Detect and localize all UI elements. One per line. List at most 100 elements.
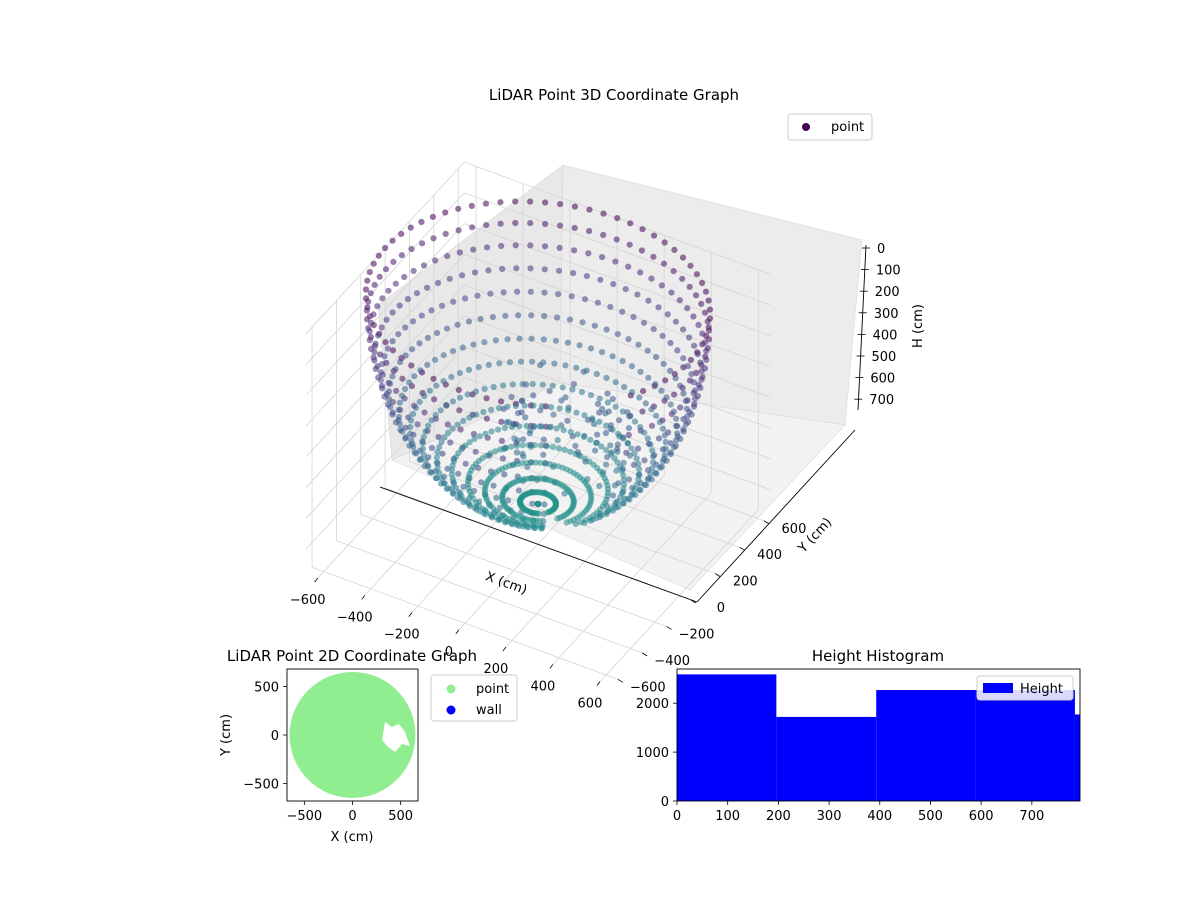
point-3d: [412, 404, 419, 411]
x-axis-line: [379, 486, 698, 603]
point-3d: [416, 340, 423, 347]
point-gap: [382, 722, 410, 752]
point-3d: [537, 442, 545, 449]
point-3d: [519, 381, 526, 388]
point-3d: [392, 280, 399, 287]
point-3d: [565, 407, 572, 414]
point-3d: [648, 422, 656, 429]
point-3d: [492, 448, 499, 455]
point-3d: [620, 481, 628, 488]
point-3d: [410, 443, 417, 450]
point-3d: [367, 290, 374, 297]
point-3d: [614, 448, 621, 455]
point-3d: [450, 298, 457, 305]
point-3d: [520, 453, 527, 460]
point-3d: [694, 351, 701, 358]
point-3d: [599, 405, 606, 412]
point-3d: [402, 385, 409, 393]
point-3d: [389, 338, 396, 345]
point-3d: [440, 352, 447, 359]
point-3d: [530, 475, 537, 482]
histogram-bar: [776, 716, 877, 801]
point-3d: [698, 376, 705, 383]
point-3d: [691, 342, 698, 349]
point-3d: [664, 311, 671, 318]
point-3d: [642, 400, 649, 407]
point-3d: [692, 292, 700, 299]
point-3d: [460, 417, 467, 424]
grid-y-floor: [360, 514, 667, 627]
plot-frame-hist: [676, 668, 1081, 802]
x-tick-label: 600: [578, 697, 603, 712]
point-3d: [549, 444, 557, 451]
point-3d: [599, 254, 606, 261]
point-3d: [660, 260, 668, 267]
point-3d: [662, 445, 669, 452]
point-3d: [527, 242, 534, 249]
point-3d: [389, 411, 396, 418]
point-3d: [635, 341, 642, 348]
point-3d: [408, 437, 415, 444]
point-3d: [420, 262, 428, 269]
point-3d: [645, 374, 652, 381]
point-3d: [523, 459, 530, 466]
point-3d: [408, 245, 415, 253]
point-3d: [686, 283, 693, 290]
point-3d: [650, 253, 657, 260]
point-3d: [446, 275, 453, 282]
point-3d: [445, 485, 452, 492]
point-3d: [698, 368, 705, 375]
point-3d: [439, 450, 446, 457]
z-tick-label: 0: [877, 242, 885, 257]
point-3d: [586, 228, 593, 235]
point-3d: [637, 487, 644, 494]
point-3d: [529, 500, 536, 507]
point-3d: [364, 277, 371, 284]
point-3d: [639, 408, 646, 415]
x-tick-mark: [455, 629, 460, 635]
point-3d: [698, 300, 705, 307]
x-tick-label-hist: 100: [715, 809, 740, 824]
point-3d: [594, 431, 601, 438]
point-3d: [537, 459, 544, 466]
point-3d: [457, 426, 464, 433]
point-3d: [655, 304, 662, 311]
point-3d: [458, 493, 465, 500]
scatter-2d-axes: LiDAR Point 2D Coordinate Graph −500 0 500…: [219, 647, 518, 845]
point-3d: [518, 460, 526, 467]
point-disk: [289, 672, 416, 798]
point-3d: [512, 219, 519, 227]
point-3d: [428, 417, 435, 424]
point-3d: [619, 408, 626, 415]
point-3d: [635, 460, 642, 467]
grid-z-left: [305, 223, 465, 396]
point-cloud-2d: [289, 672, 416, 798]
point-3d: [372, 340, 379, 347]
point-3d: [512, 242, 519, 249]
x-tick-mark: [549, 664, 554, 669]
point-3d: [684, 305, 691, 312]
y-tick-mark: [617, 678, 624, 683]
point-3d: [594, 400, 602, 408]
point-3d: [425, 422, 432, 429]
point-3d: [621, 383, 628, 391]
legend-3d-box: [787, 113, 873, 141]
point-3d: [541, 313, 548, 320]
x-tick-mark: [502, 646, 507, 652]
point-3d: [516, 423, 523, 430]
point-3d: [430, 375, 437, 382]
point-3d: [485, 267, 492, 274]
point-3d: [396, 421, 403, 428]
point-3d: [574, 431, 581, 438]
point-3d: [703, 356, 710, 363]
point-3d: [687, 262, 694, 269]
point-3d: [448, 471, 456, 478]
point-3d: [459, 272, 466, 279]
point-3d: [661, 452, 669, 459]
point-3d: [609, 353, 616, 360]
legend-3d: point: [787, 113, 873, 141]
point-3d: [583, 367, 590, 374]
x-tick-mark: [408, 612, 413, 617]
point-3d: [550, 411, 557, 418]
z-tick-label: 300: [874, 307, 899, 322]
